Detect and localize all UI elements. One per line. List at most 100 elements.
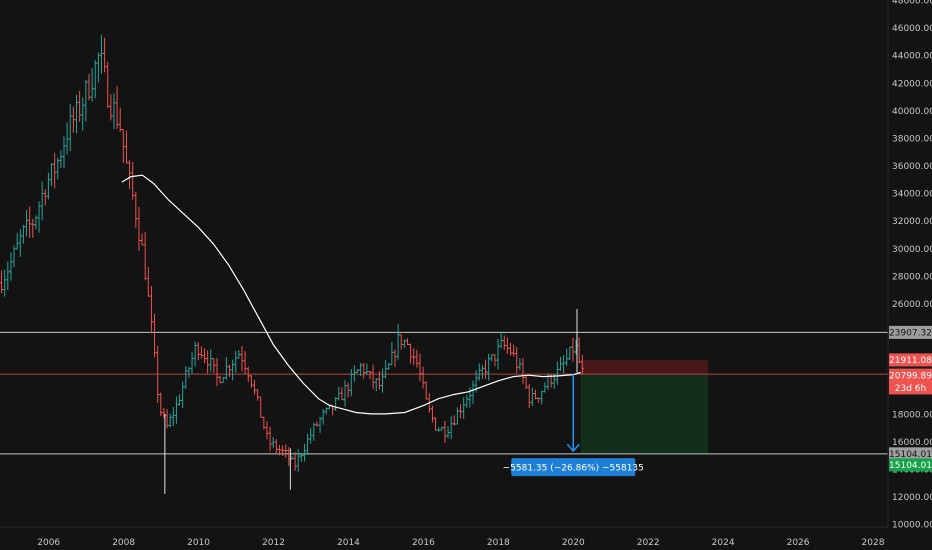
price-bar — [121, 129, 125, 164]
price-bar — [152, 313, 157, 358]
moving-average — [121, 174, 581, 415]
price-bar — [334, 397, 338, 412]
price-bar — [196, 342, 200, 361]
price-bar — [380, 368, 385, 393]
price-bar — [580, 354, 584, 375]
x-tick-label: 2014 — [337, 538, 360, 548]
price-bar — [302, 443, 307, 462]
price-bar — [59, 150, 63, 168]
price-bar — [71, 106, 75, 133]
price-bar — [362, 363, 366, 379]
price-bar — [12, 245, 16, 268]
price-bar — [34, 215, 38, 230]
price-bar — [449, 416, 453, 440]
price-bar — [518, 358, 522, 371]
position-tool[interactable] — [580, 359, 709, 454]
price-bar — [277, 445, 282, 456]
y-tick-label: 18000.00 — [892, 410, 932, 420]
x-tick-label: 2026 — [787, 538, 810, 548]
price-bar — [87, 73, 91, 101]
price-bar — [533, 389, 538, 400]
price-bar — [0, 270, 4, 294]
price-bar — [568, 346, 572, 360]
price-bar — [49, 163, 54, 186]
price-bar — [84, 79, 88, 122]
moving-average-line — [121, 174, 581, 415]
measure-arrowhead — [566, 443, 580, 453]
tag-target: 15104.01 — [889, 461, 932, 471]
y-tick-label: 32000.00 — [892, 217, 932, 227]
price-bar — [127, 159, 132, 190]
price-bar — [271, 437, 275, 449]
price-bar — [408, 343, 413, 364]
price-bar — [46, 172, 50, 200]
price-bar — [480, 364, 485, 379]
price-bar — [346, 382, 350, 398]
price-bar — [3, 269, 7, 297]
price-bar — [90, 68, 94, 102]
price-bar — [134, 192, 138, 228]
price-bar — [106, 61, 110, 108]
measure-tool[interactable]: −5581.35 (−26.86%) −558135 — [503, 374, 644, 477]
price-bar — [231, 359, 235, 381]
price-bar — [212, 358, 216, 373]
price-bar — [412, 348, 416, 365]
y-tick-label: 48000.00 — [892, 0, 932, 7]
price-bar — [24, 209, 29, 237]
stop-loss-zone[interactable] — [580, 359, 709, 375]
price-bar — [240, 345, 244, 372]
price-bar — [387, 362, 391, 370]
price-bar — [131, 161, 135, 200]
price-bar — [124, 130, 129, 164]
price-bar — [268, 426, 272, 452]
price-bar — [21, 224, 26, 244]
price-bar — [43, 188, 47, 206]
price-bar — [9, 252, 13, 281]
y-tick-label: 34000.00 — [892, 190, 932, 200]
price-bar — [221, 376, 225, 384]
price-bar — [299, 453, 303, 462]
price-bar — [177, 394, 182, 406]
y-tick-label: 10000.00 — [892, 521, 932, 531]
price-bar — [424, 381, 428, 400]
y-tick-label: 40000.00 — [892, 107, 932, 117]
y-tick-label: 26000.00 — [892, 300, 932, 310]
price-bar — [305, 433, 310, 455]
price-bar — [165, 409, 169, 429]
price-bar — [199, 346, 203, 359]
price-bar — [118, 107, 122, 132]
y-tick-label: 36000.00 — [892, 162, 932, 172]
tag-target-box — [889, 458, 932, 472]
price-bar — [15, 233, 19, 250]
price-bar — [56, 157, 60, 180]
price-bar — [368, 371, 372, 380]
tag-stop: 21911.08 — [889, 356, 932, 366]
price-bar — [446, 426, 450, 439]
price-bar — [149, 286, 154, 334]
price-bar — [418, 353, 422, 382]
price-bar — [190, 352, 194, 375]
take-profit-zone[interactable] — [580, 374, 709, 454]
price-bar — [430, 405, 435, 423]
x-tick-label: 2020 — [562, 538, 585, 548]
price-bar — [455, 407, 460, 425]
price-bar — [68, 104, 72, 151]
price-bar — [215, 357, 219, 387]
price-bar — [252, 379, 257, 395]
price-bar — [62, 136, 66, 168]
price-bar — [184, 366, 188, 389]
price-bar — [218, 375, 222, 384]
x-tick-label: 2018 — [487, 538, 510, 548]
price-bar — [202, 348, 207, 364]
price-bar — [524, 375, 528, 390]
price-bar — [402, 339, 406, 349]
price-bar — [265, 421, 269, 440]
price-bar — [571, 337, 575, 362]
price-bar — [543, 382, 547, 393]
x-tick-label: 2010 — [187, 538, 210, 548]
price-bar — [65, 122, 69, 155]
price-bar — [31, 218, 35, 238]
